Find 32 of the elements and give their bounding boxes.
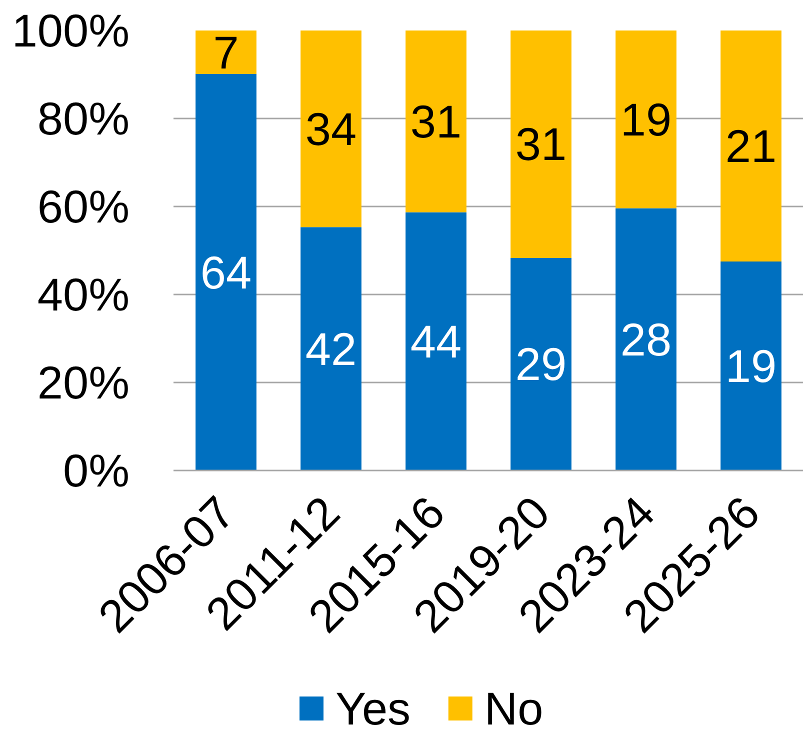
annotation: 19 — [725, 340, 777, 392]
legend-label: Yes — [336, 682, 411, 732]
y-tick-label: 60% — [37, 180, 130, 232]
annotation: 44 — [410, 315, 462, 368]
annotation: 29 — [515, 338, 567, 390]
bar — [406, 30, 466, 212]
annotation: 21 — [725, 120, 777, 172]
bar — [300, 227, 362, 470]
bar — [196, 30, 256, 74]
annotation: 31 — [410, 95, 462, 148]
annotation: 19 — [620, 93, 672, 146]
y-tick-label: 100% — [12, 4, 130, 56]
bar — [616, 208, 676, 470]
bar — [510, 258, 572, 470]
annotation: 7 — [213, 26, 239, 78]
bar — [406, 212, 466, 470]
annotation: 28 — [620, 313, 672, 366]
bar — [616, 30, 676, 208]
bar — [720, 30, 782, 262]
bar — [720, 262, 782, 470]
bar — [300, 30, 362, 228]
bar — [196, 74, 256, 470]
annotation: 31 — [515, 118, 567, 170]
annotation: 34 — [305, 102, 357, 155]
legend-label: No — [484, 682, 544, 732]
bar — [510, 30, 572, 258]
y-tick-label: 40% — [37, 268, 130, 320]
y-tick-label: 0% — [63, 444, 130, 496]
annotation: 42 — [305, 322, 357, 375]
annotation: 64 — [200, 246, 252, 298]
y-tick-label: 20% — [37, 356, 130, 408]
y-tick-label: 80% — [37, 92, 130, 144]
